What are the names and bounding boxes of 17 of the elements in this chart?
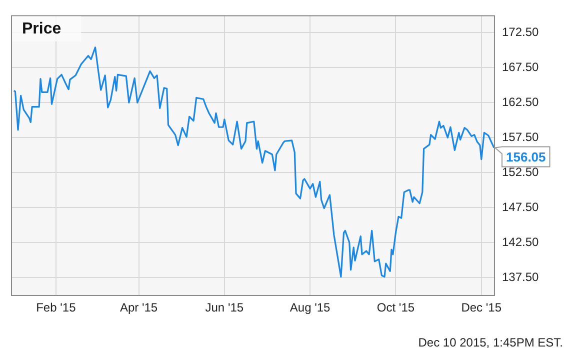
y-tick-label: 162.50 — [502, 94, 540, 109]
y-tick-label: 137.50 — [502, 270, 540, 284]
y-tick-label: 157.50 — [502, 130, 540, 144]
y-tick-label: 172.50 — [502, 25, 540, 39]
y-tick-label: 147.50 — [502, 200, 540, 214]
y-tick-label: 142.50 — [502, 234, 540, 249]
x-tick-label: Feb '15 — [36, 300, 76, 315]
x-tick-label: Oct '15 — [376, 300, 415, 315]
x-tick-label: Apr '15 — [120, 300, 158, 315]
x-tick-label: Jun '15 — [205, 300, 244, 315]
x-tick-label: Aug '15 — [290, 300, 331, 315]
x-tick-label: Dec '15 — [461, 300, 502, 315]
y-tick-label: 167.50 — [502, 60, 540, 74]
annotation: 156.05 — [506, 149, 546, 164]
chart-title: Price — [22, 20, 62, 38]
text: Dec 10 2015, 1:45PM EST. — [418, 335, 563, 350]
y-tick-label: 152.50 — [502, 164, 540, 179]
